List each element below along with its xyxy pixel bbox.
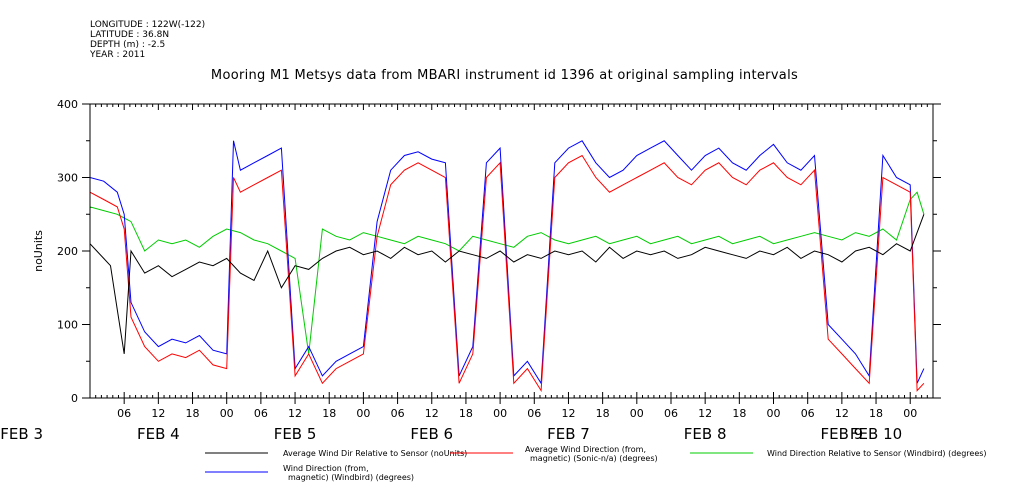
y-tick-label: 100: [57, 319, 78, 332]
x-tick-label: 06: [664, 407, 678, 420]
x-tick-label: 00: [356, 407, 370, 420]
x-tick-label: 18: [732, 407, 746, 420]
x-date-label: FEB 5: [274, 425, 317, 443]
x-tick-label: 06: [254, 407, 268, 420]
latitude-text: LATITUDE : 36.8N: [90, 30, 170, 40]
legend-label-red-2: magnetic) (Sonic-n/a) (degrees): [530, 454, 658, 463]
x-date-label: FEB 10: [850, 425, 902, 443]
y-tick-label: 400: [57, 98, 78, 111]
x-tick-label: 12: [561, 407, 575, 420]
x-tick-label: 00: [767, 407, 781, 420]
x-tick-label: 00: [903, 407, 917, 420]
series-layer: [89, 140, 925, 393]
chart-title: Mooring M1 Metsys data from MBARI instru…: [210, 68, 799, 83]
x-date-label: FEB 3: [0, 425, 43, 443]
x-tick-label: 12: [151, 407, 165, 420]
x-tick-label: 12: [698, 407, 712, 420]
longitude-text: LONGITUDE : 122W(-122): [90, 20, 206, 30]
year-text: YEAR : 2011: [90, 50, 146, 60]
x-tick-label: 18: [596, 407, 610, 420]
x-tick-label: 00: [493, 407, 507, 420]
x-tick-label: 18: [186, 407, 200, 420]
x-date-label: FEB 7: [547, 425, 590, 443]
x-tick-label: 18: [869, 407, 883, 420]
x-tick-label: 06: [391, 407, 405, 420]
x-tick-label: 00: [220, 407, 234, 420]
legend-label-black: Average Wind Dir Relative to Sensor (noU…: [283, 449, 467, 458]
x-date-label: FEB 4: [137, 425, 180, 443]
x-tick-label: 06: [117, 407, 131, 420]
x-date-label: FEB 9: [821, 425, 864, 443]
legend-label-green: Wind Direction Relative to Sensor (Windb…: [767, 449, 987, 458]
series-line-2: [89, 191, 925, 376]
x-tick-label: 18: [322, 407, 336, 420]
x-tick-label: 00: [630, 407, 644, 420]
legend: Average Wind Dir Relative to Sensor (noU…: [205, 445, 987, 482]
metadata-block: LONGITUDE : 122W(-122) LATITUDE : 36.8N …: [90, 20, 205, 60]
x-tick-label: 12: [835, 407, 849, 420]
x-tick-label: 18: [459, 407, 473, 420]
axis-layer: 0 100 200 300 400 06 12 18 00 06 12 18 00 06 12 18 00 06 1…: [0, 98, 941, 443]
x-tick-label: 12: [425, 407, 439, 420]
legend-label-blue-1: Wind Direction (from,: [283, 464, 369, 473]
y-axis-label: noUnits: [32, 230, 45, 272]
x-tick-label: 06: [801, 407, 815, 420]
legend-label-red-1: Average Wind Direction (from,: [525, 445, 646, 454]
legend-label-blue-2: magnetic) (Windbird) (degrees): [288, 473, 414, 482]
x-date-label: FEB 8: [684, 425, 727, 443]
series-line-1: [89, 154, 925, 393]
series-line-0: [89, 214, 925, 391]
y-tick-label: 300: [57, 172, 78, 185]
y-tick-label: 200: [57, 245, 78, 258]
x-date-label: FEB 6: [410, 425, 453, 443]
x-tick-label: 12: [288, 407, 302, 420]
x-tick-label: 06: [527, 407, 541, 420]
y-tick-label: 0: [71, 392, 78, 405]
depth-text: DEPTH (m) : -2.5: [90, 40, 166, 50]
